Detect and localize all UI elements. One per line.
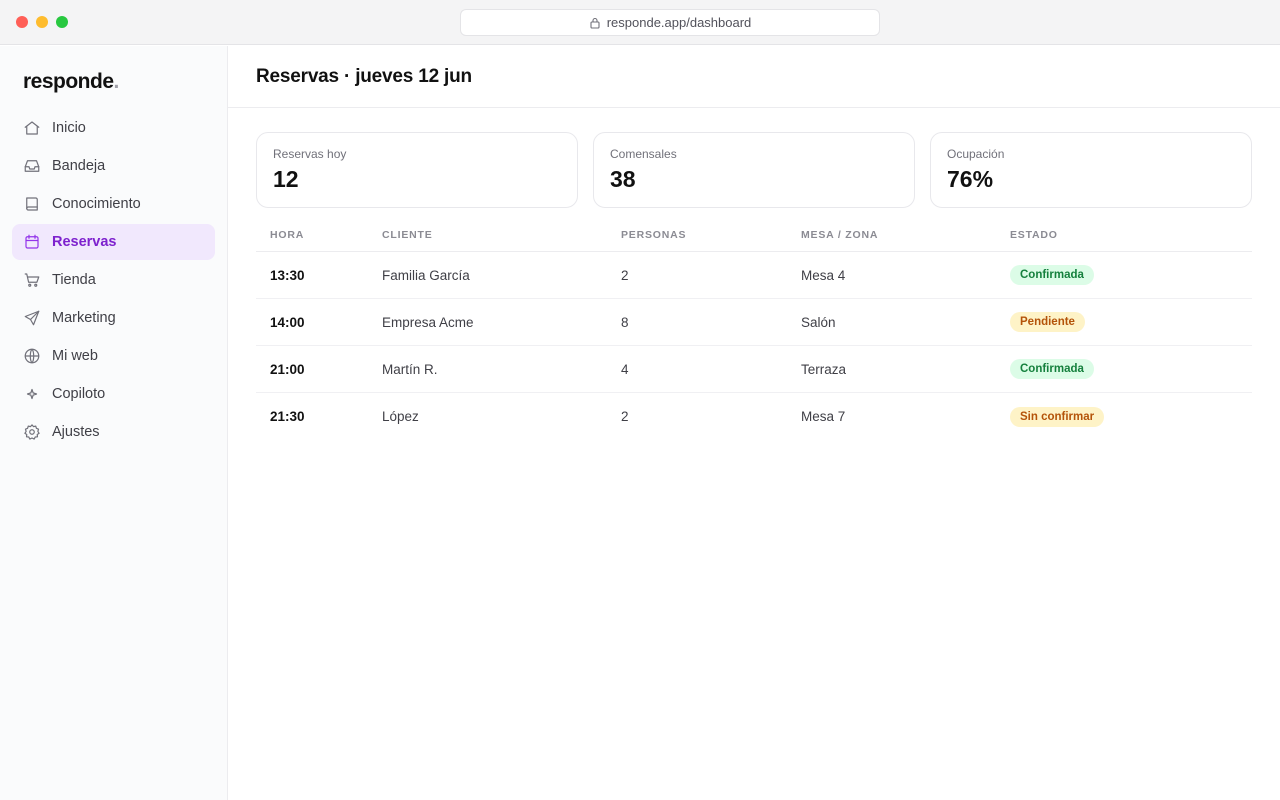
status-badge: Sin confirmar xyxy=(1010,407,1104,427)
main-content: Reservas · jueves 12 jun Reservas hoy 12… xyxy=(228,46,1280,800)
sidebar-item-label: Marketing xyxy=(52,310,116,326)
cell-cliente: López xyxy=(382,409,621,424)
stat-card-reservas-hoy: Reservas hoy 12 xyxy=(256,132,578,208)
sidebar-item-label: Copiloto xyxy=(52,386,105,402)
stat-value: 38 xyxy=(610,166,898,193)
table-header: HORA CLIENTE PERSONAS MESA / ZONA ESTADO xyxy=(256,218,1252,252)
sidebar-item-copiloto[interactable]: Copiloto xyxy=(12,376,215,412)
reservations-table: HORA CLIENTE PERSONAS MESA / ZONA ESTADO… xyxy=(256,218,1252,440)
table-row[interactable]: 21:00 Martín R. 4 Terraza Confirmada xyxy=(256,346,1252,393)
stat-label: Reservas hoy xyxy=(273,147,561,161)
minimize-window-button[interactable] xyxy=(36,16,48,28)
sidebar: responde. Inicio Bandeja Conocimiento Re… xyxy=(0,46,228,800)
stat-label: Ocupación xyxy=(947,147,1235,161)
table-row[interactable]: 21:30 López 2 Mesa 7 Sin confirmar xyxy=(256,393,1252,440)
column-header-mesa[interactable]: MESA / ZONA xyxy=(801,229,1010,241)
maximize-window-button[interactable] xyxy=(56,16,68,28)
cell-mesa: Mesa 7 xyxy=(801,409,1010,424)
sidebar-item-inicio[interactable]: Inicio xyxy=(12,110,215,146)
stat-card-comensales: Comensales 38 xyxy=(593,132,915,208)
stat-value: 76% xyxy=(947,166,1235,193)
sidebar-item-label: Bandeja xyxy=(52,158,105,174)
sidebar-item-marketing[interactable]: Marketing xyxy=(12,300,215,336)
sidebar-item-label: Tienda xyxy=(52,272,96,288)
lock-icon xyxy=(589,17,601,29)
address-bar[interactable]: responde.app/dashboard xyxy=(460,9,880,36)
column-header-personas[interactable]: PERSONAS xyxy=(621,229,801,241)
logo-dot: . xyxy=(114,70,119,93)
stat-label: Comensales xyxy=(610,147,898,161)
inbox-icon xyxy=(23,157,41,175)
stat-card-ocupacion: Ocupación 76% xyxy=(930,132,1252,208)
calendar-icon xyxy=(23,233,41,251)
logo-text: responde xyxy=(23,70,114,93)
sidebar-item-tienda[interactable]: Tienda xyxy=(12,262,215,298)
table-row[interactable]: 14:00 Empresa Acme 8 Salón Pendiente xyxy=(256,299,1252,346)
globe-icon xyxy=(23,347,41,365)
sidebar-item-label: Inicio xyxy=(52,120,86,136)
cell-hora: 13:30 xyxy=(256,268,382,283)
cell-mesa: Mesa 4 xyxy=(801,268,1010,283)
sidebar-item-reservas[interactable]: Reservas xyxy=(12,224,215,260)
cell-hora: 14:00 xyxy=(256,315,382,330)
table-row[interactable]: 13:30 Familia García 2 Mesa 4 Confirmada xyxy=(256,252,1252,299)
sparkle-icon xyxy=(23,385,41,403)
sidebar-item-label: Reservas xyxy=(52,234,117,250)
cell-estado: Sin confirmar xyxy=(1010,407,1252,427)
cell-cliente: Familia García xyxy=(382,268,621,283)
status-badge: Confirmada xyxy=(1010,265,1094,285)
gear-icon xyxy=(23,423,41,441)
cell-estado: Confirmada xyxy=(1010,265,1252,285)
browser-chrome: responde.app/dashboard xyxy=(0,0,1280,45)
logo[interactable]: responde. xyxy=(23,70,119,94)
cell-mesa: Salón xyxy=(801,315,1010,330)
cell-mesa: Terraza xyxy=(801,362,1010,377)
cell-cliente: Empresa Acme xyxy=(382,315,621,330)
sidebar-item-label: Mi web xyxy=(52,348,98,364)
page-title: Reservas · jueves 12 jun xyxy=(256,66,472,88)
stats-row: Reservas hoy 12 Comensales 38 Ocupación … xyxy=(256,132,1252,208)
cell-hora: 21:00 xyxy=(256,362,382,377)
column-header-hora[interactable]: HORA xyxy=(256,229,382,241)
url-text: responde.app/dashboard xyxy=(607,15,752,30)
column-header-estado[interactable]: ESTADO xyxy=(1010,229,1252,241)
sidebar-item-label: Ajustes xyxy=(52,424,100,440)
cell-personas: 8 xyxy=(621,315,801,330)
cart-icon xyxy=(23,271,41,289)
page-header: Reservas · jueves 12 jun xyxy=(228,46,1280,108)
send-icon xyxy=(23,309,41,327)
sidebar-item-conocimiento[interactable]: Conocimiento xyxy=(12,186,215,222)
sidebar-nav: Inicio Bandeja Conocimiento Reservas Tie… xyxy=(12,110,215,452)
cell-hora: 21:30 xyxy=(256,409,382,424)
close-window-button[interactable] xyxy=(16,16,28,28)
column-header-cliente[interactable]: CLIENTE xyxy=(382,229,621,241)
home-icon xyxy=(23,119,41,137)
stat-value: 12 xyxy=(273,166,561,193)
status-badge: Pendiente xyxy=(1010,312,1085,332)
sidebar-item-label: Conocimiento xyxy=(52,196,141,212)
sidebar-item-ajustes[interactable]: Ajustes xyxy=(12,414,215,450)
cell-cliente: Martín R. xyxy=(382,362,621,377)
sidebar-item-bandeja[interactable]: Bandeja xyxy=(12,148,215,184)
sidebar-item-mi-web[interactable]: Mi web xyxy=(12,338,215,374)
cell-estado: Pendiente xyxy=(1010,312,1252,332)
cell-personas: 4 xyxy=(621,362,801,377)
book-icon xyxy=(23,195,41,213)
cell-personas: 2 xyxy=(621,409,801,424)
cell-estado: Confirmada xyxy=(1010,359,1252,379)
cell-personas: 2 xyxy=(621,268,801,283)
status-badge: Confirmada xyxy=(1010,359,1094,379)
